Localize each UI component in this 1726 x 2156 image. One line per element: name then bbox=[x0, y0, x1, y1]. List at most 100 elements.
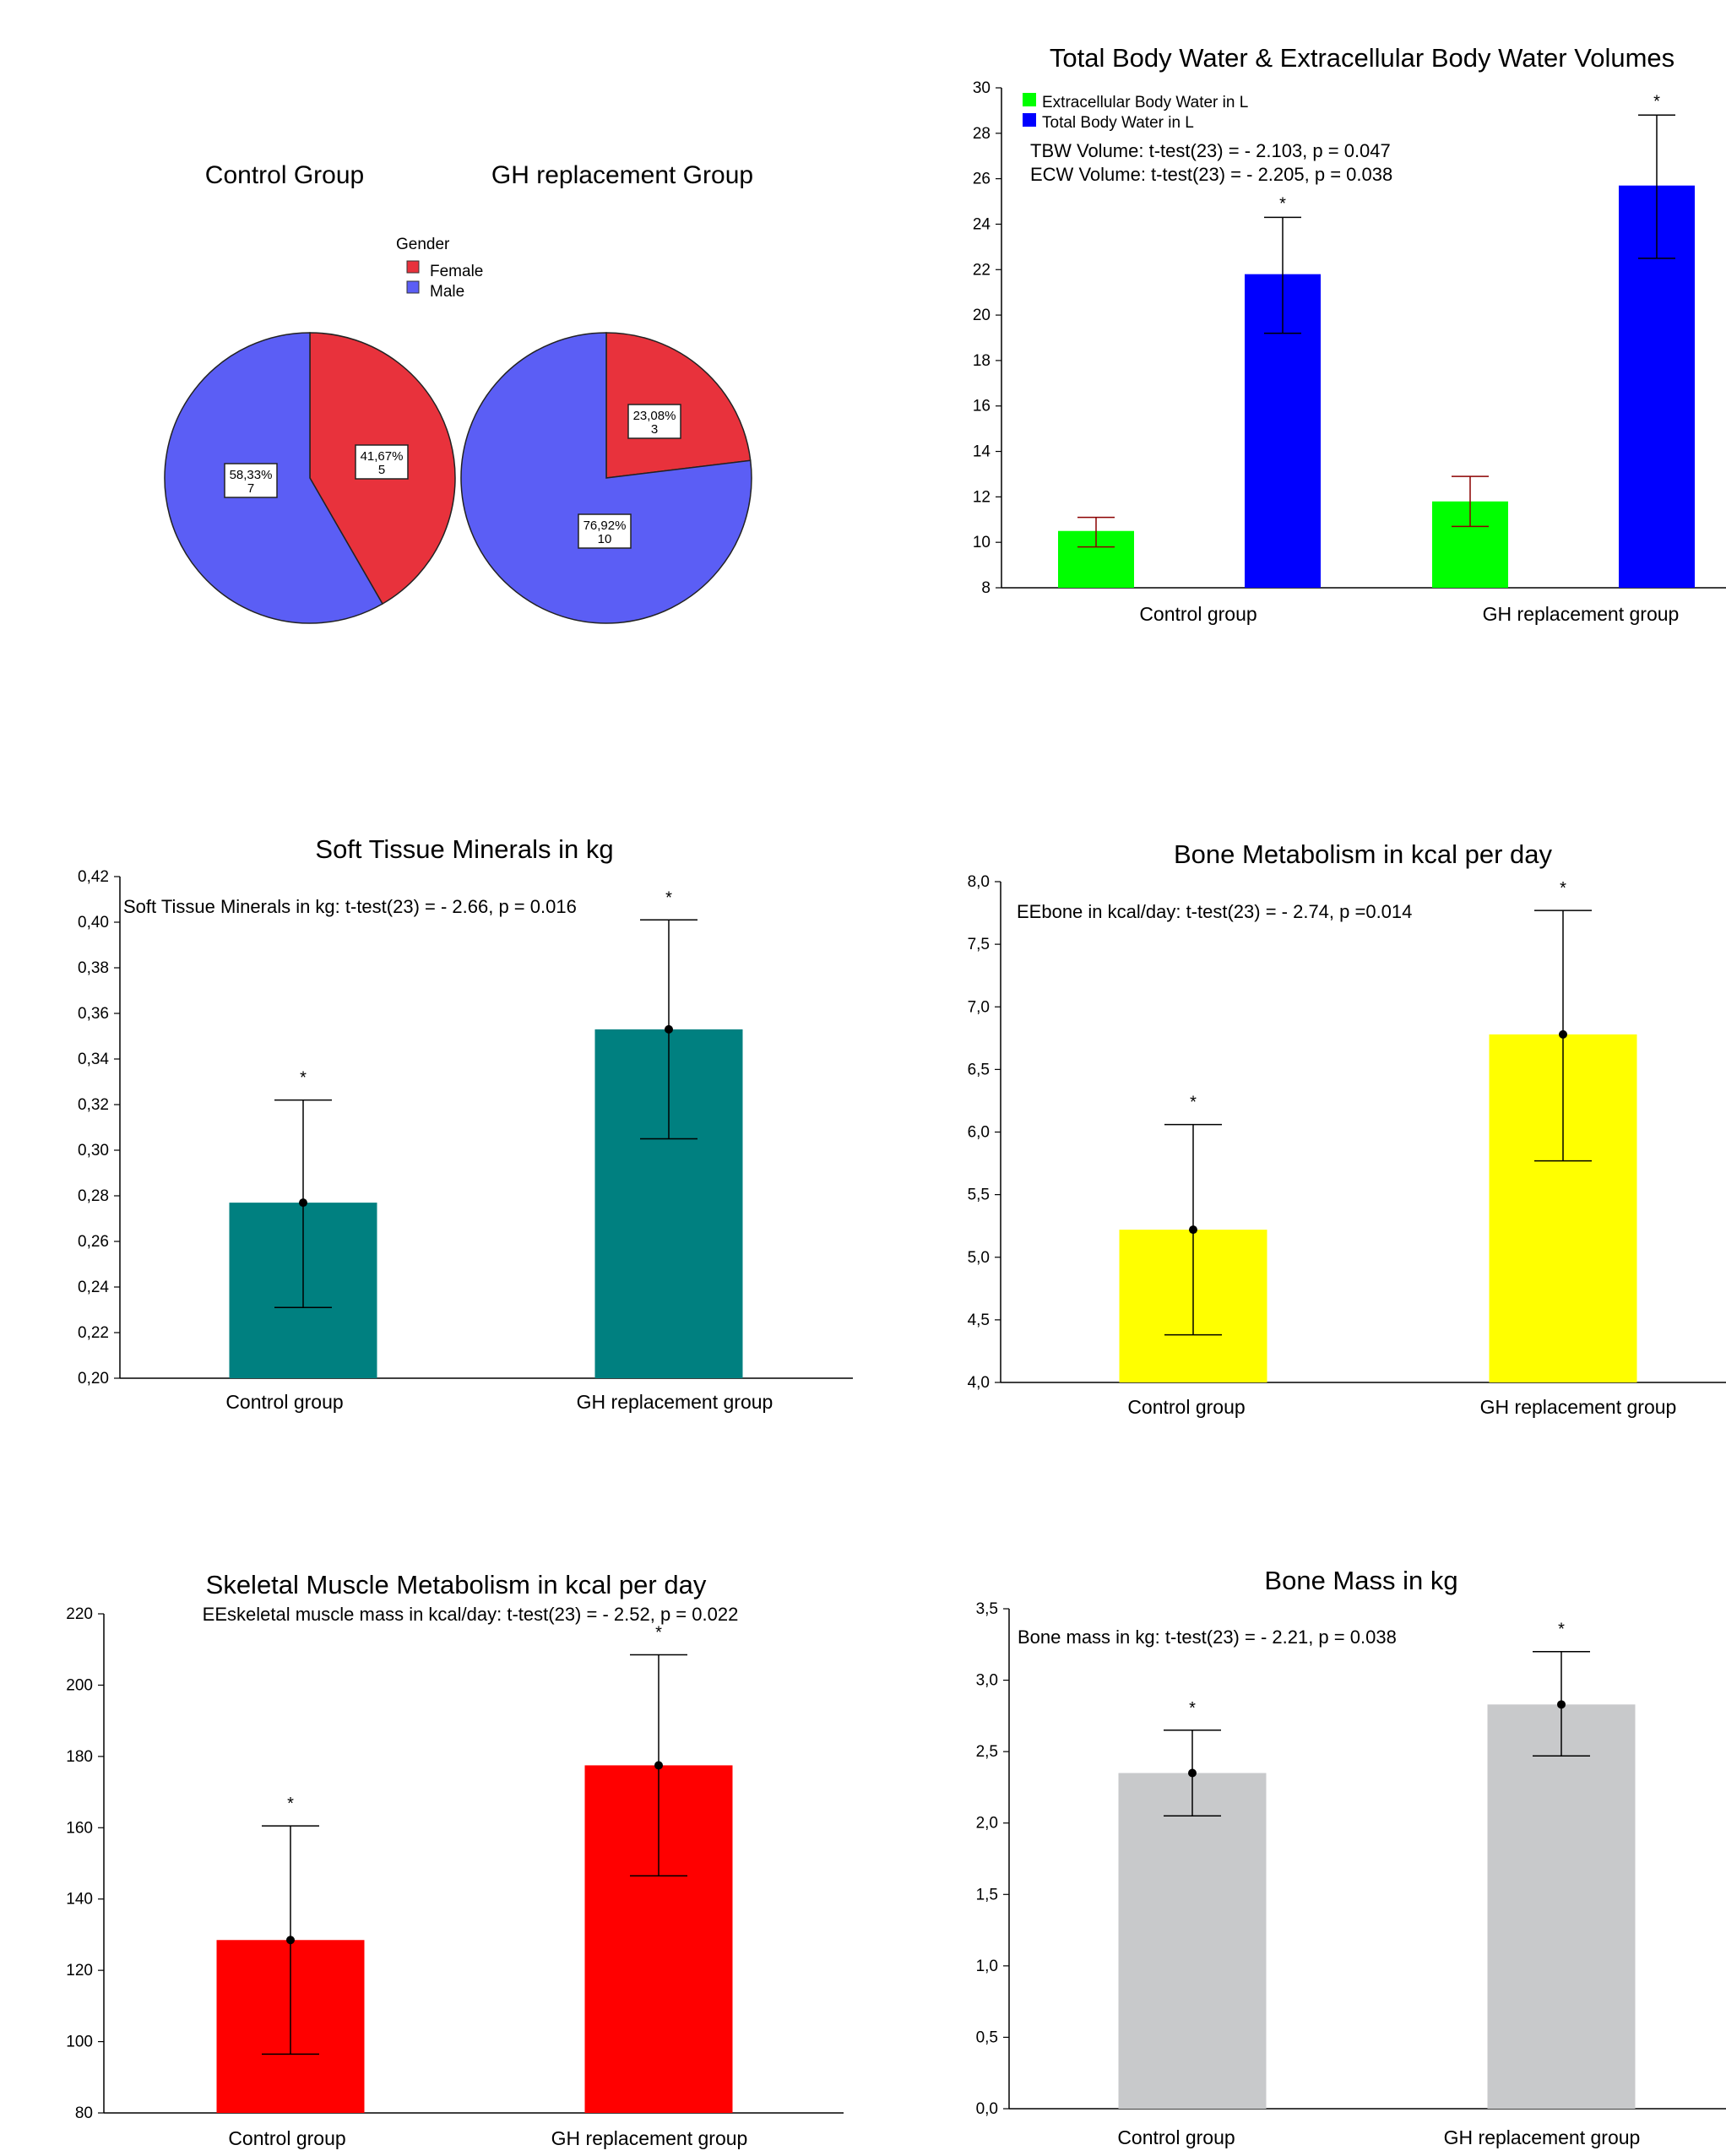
y-tick-label: 0,40 bbox=[78, 914, 109, 931]
y-tick-label: 0,30 bbox=[78, 1142, 109, 1159]
annotation-ecw-ttest: ECW Volume: t-test(23) = - 2.205, p = 0.… bbox=[1030, 164, 1392, 185]
significance-marker: * bbox=[1190, 1094, 1197, 1112]
pie-control: 41,67% 5 58,33% 7 bbox=[164, 332, 456, 624]
bar-charts: 8 10 12 14 16 18 20 22 24 26 28 30 * Control group * GH… bbox=[66, 79, 1726, 2149]
chart-title: Soft Tissue Minerals in kg bbox=[315, 834, 613, 864]
pie-legend-label-female: Female bbox=[430, 263, 483, 280]
pie-data-label: 41,67% bbox=[361, 449, 404, 464]
x-category-label: GH replacement group bbox=[1480, 1396, 1677, 1418]
y-tick-label: 0,38 bbox=[78, 959, 109, 977]
significance-marker: * bbox=[287, 1795, 294, 1813]
pie-slice-male bbox=[460, 332, 752, 624]
y-tick-label: 28 bbox=[973, 125, 991, 143]
y-tick-label: 20 bbox=[973, 307, 991, 324]
x-category-label: GH replacement group bbox=[551, 2127, 748, 2149]
chart-bone-mass: Bone Mass in kg Bone mass in kg: t-test(… bbox=[1018, 1566, 1458, 1648]
mean-point bbox=[665, 1024, 673, 1034]
y-tick-label: 0,5 bbox=[976, 2028, 998, 2046]
significance-marker: * bbox=[1189, 1699, 1196, 1718]
mean-point bbox=[1189, 1225, 1197, 1235]
pie-legend-title: Gender bbox=[396, 236, 450, 253]
x-category-label: Control group bbox=[1139, 603, 1257, 625]
pie-title-gh: GH replacement Group bbox=[491, 161, 753, 189]
y-tick-label: 0,42 bbox=[78, 868, 109, 886]
annotation-ttest: EEskeletal muscle mass in kcal/day: t-te… bbox=[203, 1604, 739, 1625]
y-tick-label: 18 bbox=[973, 352, 991, 370]
y-tick-label: 1,0 bbox=[976, 1958, 998, 1975]
legend-label-ecw: Extracellular Body Water in L bbox=[1042, 94, 1248, 111]
y-tick-label: 5,5 bbox=[968, 1187, 990, 1204]
bar-chart-plot: 0,20 0,22 0,24 0,26 0,28 0,30 0,32 0,34 0,36 0,38… bbox=[78, 868, 853, 1413]
chart-title: Bone Mass in kg bbox=[1264, 1566, 1457, 1595]
significance-marker: * bbox=[1560, 879, 1566, 898]
y-tick-label: 0,28 bbox=[78, 1187, 109, 1205]
pie-data-label: 7 bbox=[247, 481, 254, 496]
legend-swatch-tbw bbox=[1023, 113, 1036, 127]
bar-chart-plot: 8 10 12 14 16 18 20 22 24 26 28 30 * Control group * GH… bbox=[973, 79, 1726, 625]
y-tick-label: 0,26 bbox=[78, 1233, 109, 1251]
y-tick-label: 200 bbox=[66, 1676, 93, 1694]
pie-data-label: 10 bbox=[598, 532, 612, 546]
y-tick-label: 8 bbox=[981, 579, 991, 597]
chart-soft-tissue: Soft Tissue Minerals in kg Soft Tissue M… bbox=[123, 834, 614, 917]
chart-title: Total Body Water & Extracellular Body Wa… bbox=[1050, 43, 1674, 73]
y-tick-label: 10 bbox=[973, 534, 991, 551]
pie-title-control: Control Group bbox=[205, 161, 364, 189]
x-category-label: Control group bbox=[225, 1391, 343, 1413]
y-tick-label: 24 bbox=[973, 215, 991, 233]
y-tick-label: 3,0 bbox=[976, 1672, 998, 1690]
chart-bone-metabolism: Bone Metabolism in kcal per day EEbone i… bbox=[1017, 839, 1552, 922]
annotation-ttest: Soft Tissue Minerals in kg: t-test(23) =… bbox=[123, 896, 577, 917]
mean-point bbox=[654, 1761, 663, 1770]
annotation-ttest: EEbone in kcal/day: t-test(23) = - 2.74,… bbox=[1017, 901, 1412, 922]
y-tick-label: 2,5 bbox=[976, 1743, 998, 1761]
y-tick-label: 6,5 bbox=[968, 1061, 990, 1078]
y-tick-label: 16 bbox=[973, 398, 991, 415]
y-tick-label: 2,0 bbox=[976, 1815, 998, 1833]
bar-chart-plot: 0,0 0,5 1,0 1,5 2,0 2,5 3,0 3,5 * Control group * G… bbox=[976, 1600, 1726, 2148]
pie-data-label: 23,08% bbox=[633, 409, 676, 423]
mean-point bbox=[1557, 1700, 1566, 1709]
significance-marker: * bbox=[665, 888, 672, 907]
y-tick-label: 7,5 bbox=[968, 936, 990, 953]
y-tick-label: 26 bbox=[973, 171, 991, 188]
bar-chart-plot: 80 100 120 140 160 180 200 220 * Control group * GH… bbox=[66, 1605, 844, 2149]
pie-gh: 23,08% 3 76,92% 10 bbox=[460, 332, 752, 624]
y-tick-label: 80 bbox=[75, 2104, 93, 2122]
pie-data-label-box bbox=[627, 404, 681, 439]
significance-marker: * bbox=[1279, 194, 1286, 213]
y-tick-label: 0,36 bbox=[78, 1005, 109, 1023]
y-tick-label: 3,5 bbox=[976, 1600, 998, 1618]
y-tick-label: 220 bbox=[66, 1605, 93, 1623]
pie-data-label: 76,92% bbox=[583, 519, 627, 533]
pie-data-label-box bbox=[355, 444, 409, 480]
y-tick-label: 14 bbox=[973, 443, 991, 461]
legend-swatch-ecw bbox=[1023, 93, 1036, 106]
chart-tbw: Total Body Water & Extracellular Body Wa… bbox=[1023, 43, 1674, 185]
chart-title: Bone Metabolism in kcal per day bbox=[1174, 839, 1553, 869]
significance-marker: * bbox=[1653, 92, 1660, 111]
mean-point bbox=[286, 1936, 295, 1945]
y-tick-label: 30 bbox=[973, 79, 991, 97]
y-tick-label: 12 bbox=[973, 488, 991, 506]
y-tick-label: 0,22 bbox=[78, 1324, 109, 1342]
annotation-tbw-ttest: TBW Volume: t-test(23) = - 2.103, p = 0.… bbox=[1030, 140, 1391, 161]
x-category-label: Control group bbox=[1127, 1396, 1245, 1418]
pie-data-label: 58,33% bbox=[230, 468, 273, 482]
y-tick-label: 0,32 bbox=[78, 1096, 109, 1114]
y-tick-label: 0,0 bbox=[976, 2100, 998, 2118]
y-tick-label: 120 bbox=[66, 1962, 93, 1980]
bar bbox=[1487, 1704, 1636, 2109]
y-tick-label: 5,0 bbox=[968, 1249, 990, 1267]
pie-legend-swatch-female bbox=[406, 260, 420, 274]
y-tick-label: 8,0 bbox=[968, 873, 990, 891]
pie-legend-swatch-male bbox=[406, 280, 420, 294]
y-tick-label: 7,0 bbox=[968, 998, 990, 1016]
y-tick-label: 140 bbox=[66, 1891, 93, 1909]
y-tick-label: 1,5 bbox=[976, 1886, 998, 1903]
bar bbox=[1118, 1773, 1267, 2109]
y-tick-label: 0,20 bbox=[78, 1370, 109, 1388]
significance-marker: * bbox=[655, 1624, 662, 1643]
chart-title: Skeletal Muscle Metabolism in kcal per d… bbox=[206, 1570, 707, 1599]
